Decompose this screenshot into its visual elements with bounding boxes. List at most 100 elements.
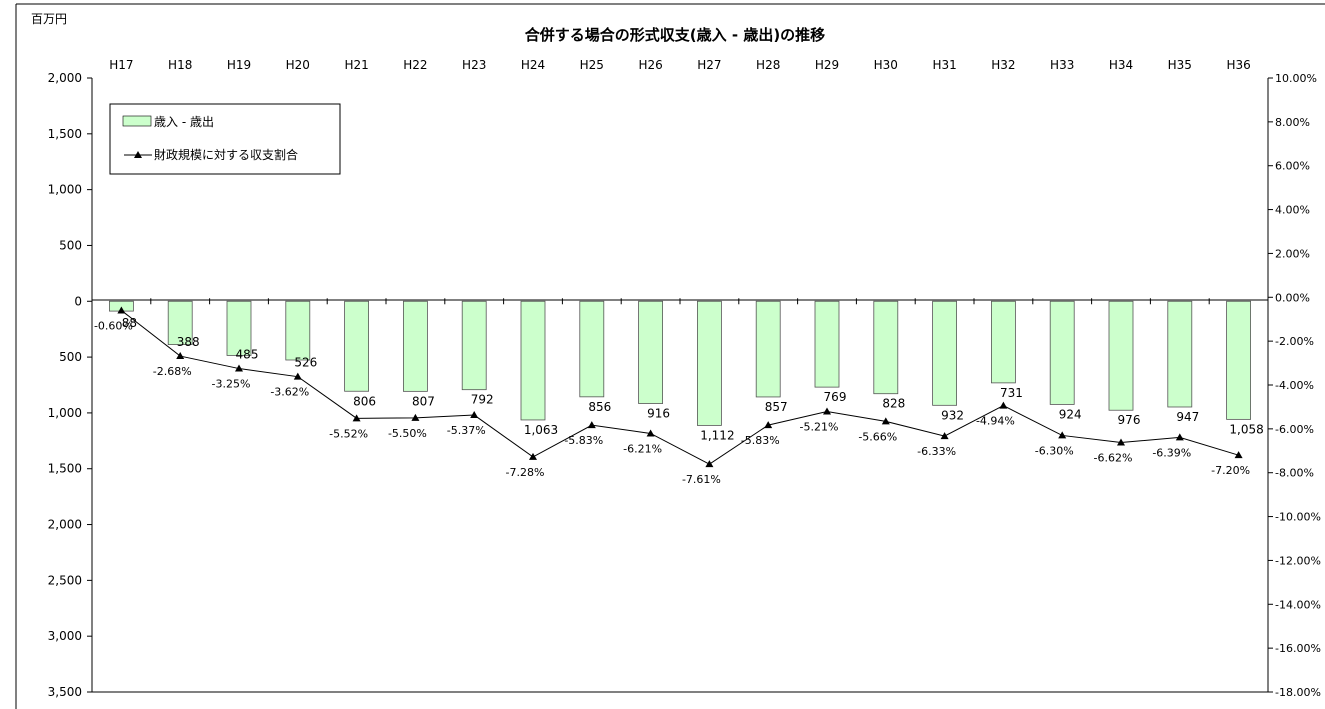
- bar-value-label: 976: [1118, 413, 1141, 427]
- bar: [932, 300, 957, 406]
- line-marker: [235, 364, 243, 372]
- left-tick-label: 1,000: [48, 406, 82, 420]
- bar: [1167, 300, 1193, 408]
- bar-value-label: 947: [1176, 410, 1199, 424]
- line-marker: [940, 432, 949, 440]
- line-value-label: -3.25%: [212, 378, 251, 391]
- right-tick-label: -18.00%: [1275, 686, 1321, 699]
- bar-value-label: 1,112: [700, 428, 734, 442]
- bar: [520, 300, 546, 421]
- line-marker: [764, 421, 773, 429]
- line-value-label: -0.60%: [94, 319, 133, 332]
- category-label: H17: [109, 58, 133, 72]
- bar: [638, 300, 663, 404]
- category-label: H29: [815, 58, 839, 72]
- line-value-label: -7.20%: [1211, 464, 1250, 477]
- right-tick-label: -16.00%: [1275, 642, 1321, 655]
- left-tick-label: 2,000: [48, 518, 82, 532]
- legend-line-label: 財政規模に対する収支割合: [154, 147, 298, 162]
- line-value-label: -4.94%: [976, 415, 1015, 428]
- line-marker: [411, 413, 420, 421]
- bar: [1049, 300, 1075, 405]
- category-label: H35: [1168, 58, 1192, 72]
- bar-value-label: 388: [177, 335, 200, 349]
- bar-value-label: 857: [765, 400, 788, 414]
- line-value-label: -7.61%: [682, 473, 721, 486]
- line-value-label: -5.83%: [741, 434, 780, 447]
- left-tick-label: 1,000: [48, 183, 82, 197]
- legend-box: [109, 103, 341, 175]
- legend-triangle-marker: [134, 151, 142, 158]
- category-label: H26: [638, 58, 662, 72]
- category-label: H21: [344, 58, 368, 72]
- bar-value-label: 731: [1000, 386, 1023, 400]
- line-marker: [1117, 438, 1125, 446]
- line-value-label: -2.68%: [153, 365, 192, 378]
- right-tick-label: -4.00%: [1275, 379, 1314, 392]
- category-label: H27: [697, 58, 721, 72]
- line-marker: [1234, 451, 1243, 459]
- left-tick-label: 1,500: [48, 462, 82, 476]
- category-label: H24: [521, 58, 545, 72]
- bar: [344, 300, 370, 392]
- bar-value-label: 828: [882, 397, 905, 411]
- unit-label: 百万円: [31, 12, 67, 26]
- line-value-label: -5.50%: [388, 427, 427, 440]
- bar-value-label: 526: [294, 356, 317, 370]
- line-value-label: -6.30%: [1035, 444, 1074, 457]
- line-value-label: -6.33%: [917, 445, 956, 458]
- line-marker: [529, 452, 537, 460]
- right-tick-label: -8.00%: [1275, 467, 1314, 480]
- bar-value-label: 792: [471, 393, 494, 407]
- bar-value-label: 769: [824, 390, 847, 404]
- line-value-label: -6.62%: [1094, 451, 1133, 464]
- line-marker: [293, 372, 302, 380]
- left-tick-label: 3,500: [48, 685, 82, 699]
- line-value-label: -5.83%: [564, 434, 603, 447]
- right-tick-label: 2.00%: [1275, 247, 1310, 260]
- category-label: H18: [168, 58, 192, 72]
- category-label: H28: [756, 58, 780, 72]
- bar-value-label: 932: [941, 408, 964, 422]
- left-tick-label: 3,000: [48, 629, 82, 643]
- category-label: H30: [874, 58, 898, 72]
- line-marker: [705, 460, 714, 468]
- right-axis: 10.00% 8.00% 6.00% 4.00% 2.00% 0.00% -2.00% -4.…: [1268, 72, 1321, 699]
- line-value-label: -5.37%: [447, 424, 486, 437]
- right-tick-label: 8.00%: [1275, 116, 1310, 129]
- line-marker: [117, 306, 126, 314]
- line-value-label: -5.21%: [800, 421, 839, 434]
- left-tick-label: 2,500: [48, 573, 82, 587]
- line-marker: [587, 421, 596, 429]
- right-tick-label: 0.00%: [1275, 291, 1310, 304]
- category-label: H19: [227, 58, 251, 72]
- bar-value-label: 485: [236, 348, 259, 362]
- bar: [285, 300, 311, 361]
- legend-bar-label: 歳入 - 歳出: [154, 115, 214, 129]
- bar: [991, 300, 1016, 384]
- line-value-label: -7.28%: [506, 466, 545, 479]
- right-tick-label: -12.00%: [1275, 554, 1321, 567]
- line-value-label: -5.66%: [858, 430, 897, 443]
- line-marker: [1058, 431, 1067, 439]
- legend: 歳入 - 歳出 財政規模に対する収支割合: [109, 103, 341, 175]
- line-marker: [881, 417, 890, 425]
- bar: [755, 300, 781, 398]
- right-tick-label: 6.00%: [1275, 160, 1310, 173]
- category-label: H22: [403, 58, 427, 72]
- category-label: H32: [991, 58, 1015, 72]
- right-tick-label: 4.00%: [1275, 204, 1310, 217]
- left-tick-label: 0: [74, 294, 82, 308]
- left-tick-label: 2,000: [48, 71, 82, 85]
- bar: [167, 300, 193, 345]
- right-tick-label: -14.00%: [1275, 598, 1321, 611]
- bar-value-label: 856: [588, 400, 611, 414]
- line-marker: [470, 411, 479, 419]
- chart-title: 合併する場合の形式収支(歳入 - 歳出)の推移: [524, 26, 825, 44]
- line-marker: [999, 401, 1008, 409]
- line-marker: [352, 414, 361, 422]
- category-label: H36: [1226, 58, 1250, 72]
- line-series: [117, 306, 1243, 468]
- bar: [579, 300, 605, 398]
